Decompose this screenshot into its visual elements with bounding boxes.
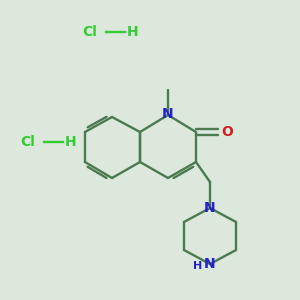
Text: H: H bbox=[65, 135, 77, 149]
Text: O: O bbox=[221, 125, 233, 139]
Text: Cl: Cl bbox=[82, 25, 98, 39]
Text: H: H bbox=[127, 25, 139, 39]
Text: H: H bbox=[194, 261, 202, 271]
Text: N: N bbox=[204, 201, 216, 215]
Text: Cl: Cl bbox=[21, 135, 35, 149]
Text: N: N bbox=[162, 107, 174, 121]
Text: N: N bbox=[204, 257, 216, 271]
